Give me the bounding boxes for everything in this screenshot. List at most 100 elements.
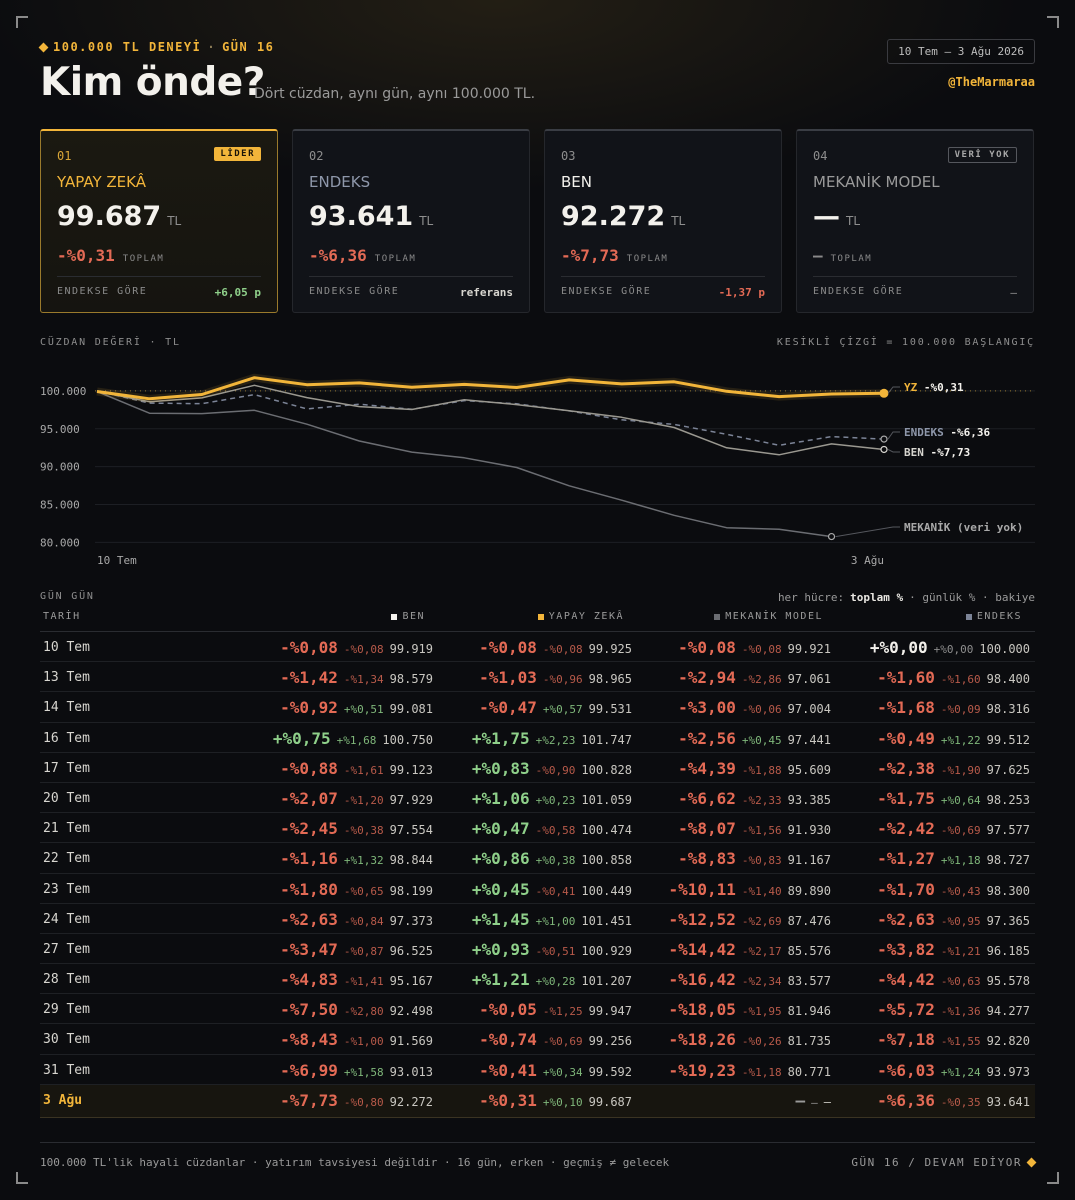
balance: 98.316: [986, 702, 1030, 717]
daily-pct: -%1,20: [343, 793, 384, 807]
daily-pct: -%0,51: [535, 944, 576, 958]
total-pct: -%4,39: [678, 758, 736, 778]
y-tick-label: 90.000: [40, 461, 80, 474]
card-total-change: -%0,31 TOPLAM: [57, 246, 164, 265]
row-cell: -%18,05 -%1,95 81.946: [668, 1000, 831, 1019]
total-pct: -%18,05: [668, 1000, 736, 1020]
table-section-label: GÜN GÜN: [40, 591, 95, 602]
balance: 99.687: [588, 1094, 632, 1109]
table-row: 27 Tem -%3,47 -%0,87 96.525 +%0,93 -%0,51 100.…: [40, 934, 1035, 965]
endeks-end-value: -%6,36: [950, 426, 990, 439]
balance: 95.167: [389, 974, 433, 989]
ben-end-label: BEN -%7,73: [904, 446, 970, 459]
ben-series-name: BEN: [904, 446, 924, 459]
balance: 99.592: [588, 1064, 632, 1079]
daily-pct: +%0,28: [535, 975, 576, 989]
row-cell: +%0,83 -%0,90 100.828: [472, 759, 632, 778]
daily-pct: +%1,68: [336, 733, 377, 747]
balance: 92.272: [389, 1094, 433, 1109]
card-unit: TL: [419, 214, 434, 228]
row-cell: -%4,83 -%1,41 95.167: [280, 970, 433, 989]
vs-value: +6,05 p: [214, 286, 261, 299]
balance: 101.747: [581, 732, 632, 747]
row-cell: +%1,75 +%2,23 101.747: [472, 729, 632, 748]
daily-pct: -%0,69: [940, 824, 981, 838]
legend-total: toplam %: [850, 591, 904, 604]
card-value: 99.687 TL: [57, 201, 181, 232]
daily-pct: -%1,41: [343, 975, 384, 989]
total-pct: -%1,60: [877, 668, 935, 688]
balance: 100.750: [382, 732, 433, 747]
table-row: 10 Tem -%0,08 -%0,08 99.919 -%0,08 -%0,08 99.9…: [40, 632, 1035, 663]
card-value-amount: 99.687: [57, 201, 162, 232]
table-row: 17 Tem -%0,88 -%1,61 99.123 +%0,83 -%0,90 100.…: [40, 753, 1035, 783]
table-row: 14 Tem -%0,92 +%0,51 99.081 -%0,47 +%0,57 99.5…: [40, 692, 1035, 723]
mekanik-end-label: MEKANİK (veri yok): [904, 520, 1023, 534]
row-cell: +%0,47 -%0,58 100.474: [472, 819, 632, 838]
daily-pct: -%0,08: [741, 643, 782, 656]
row-cell: -%3,00 -%0,06 97.004: [678, 698, 831, 717]
total-pct: -%2,38: [877, 758, 935, 778]
row-cell: -%0,92 +%0,51 99.081: [280, 698, 433, 717]
balance: 98.199: [389, 883, 433, 898]
row-cell: +%0,75 +%1,68 100.750: [273, 729, 433, 748]
row-cell: -%0,08 -%0,08 99.925: [479, 638, 632, 657]
row-cell: +%0,86 +%0,38 100.858: [472, 849, 632, 868]
yz-end-point: [879, 388, 889, 398]
row-cell: -%7,18 -%1,55 92.820: [877, 1030, 1030, 1049]
balance: 97.061: [787, 672, 831, 687]
wallet-card-me: 03 BEN 92.272 TL -%7,73 TOPLAM ENDEKSE GÖR…: [544, 129, 782, 313]
total-pct: -%3,82: [877, 939, 935, 959]
y-tick-label: 100.000: [40, 385, 86, 398]
row-cell: +%1,21 +%0,28 101.207: [472, 970, 632, 989]
author-handle[interactable]: @TheMarmaraa: [948, 75, 1035, 89]
card-vs-index: ENDEKSE GÖRE referans: [309, 286, 513, 299]
table-row: 23 Tem -%1,80 -%0,65 98.199 +%0,45 -%0,41 100.…: [40, 874, 1035, 904]
ben-label-leader: [887, 449, 900, 453]
balance: 99.081: [389, 702, 433, 717]
row-cell: -%12,52 -%2,69 87.476: [668, 910, 831, 929]
balance: 91.569: [389, 1034, 433, 1049]
page-title: Kim önde?: [40, 60, 265, 105]
row-cell: -%1,16 +%1,32 98.844: [280, 849, 433, 868]
balance: 99.512: [986, 732, 1030, 747]
square-icon: [391, 613, 398, 620]
diamond-icon: [1026, 1157, 1037, 1168]
leader-badge: LİDER: [214, 147, 261, 161]
kicker-separator: ·: [207, 40, 217, 54]
balance: 97.365: [986, 913, 1030, 928]
row-cell: -%2,94 -%2,86 97.061: [678, 668, 831, 687]
table-row: 24 Tem -%2,63 -%0,84 97.373 +%1,45 +%1,00 101.…: [40, 904, 1035, 934]
row-date: 23 Tem: [43, 881, 90, 897]
row-cell: +%0,93 -%0,51 100.929: [472, 940, 632, 959]
y-tick-label: 95.000: [40, 423, 80, 436]
row-cell: -%0,05 -%1,25 99.947: [479, 1000, 632, 1019]
row-cell: -%3,47 -%0,87 96.525: [280, 940, 433, 959]
card-pct: -%0,31: [57, 246, 115, 265]
vs-label: ENDEKSE GÖRE: [813, 286, 904, 297]
row-date: 14 Tem: [43, 700, 90, 716]
total-pct: -%2,07: [280, 788, 338, 808]
daily-pct: -%0,83: [741, 854, 782, 868]
page-subtitle: Dört cüzdan, aynı gün, aynı 100.000 TL.: [254, 86, 536, 102]
balance: 99.925: [588, 642, 632, 656]
balance: 97.373: [389, 913, 433, 928]
daily-pct: -%1,36: [940, 1005, 981, 1019]
balance: 99.921: [787, 642, 831, 656]
ben-end-point: [880, 445, 888, 454]
daily-pct: —: [811, 1095, 818, 1109]
row-date: 10 Tem: [43, 640, 90, 655]
total-pct: -%6,62: [678, 788, 736, 808]
card-value: 93.641 TL: [309, 201, 433, 232]
total-pct: -%6,99: [280, 1060, 338, 1080]
row-date: 16 Tem: [43, 730, 90, 746]
row-cell: -%6,99 +%1,58 93.013: [280, 1061, 433, 1080]
total-pct: -%0,92: [280, 698, 338, 718]
vs-label: ENDEKSE GÖRE: [309, 286, 400, 297]
daily-pct: -%0,65: [343, 884, 384, 898]
daily-pct: -%0,08: [542, 643, 583, 656]
daily-pct: -%0,69: [542, 1035, 583, 1049]
row-cell: -%0,08 -%0,08 99.921: [678, 638, 831, 657]
card-divider: [57, 276, 261, 277]
row-cell: -%1,60 -%1,60 98.400: [877, 668, 1030, 687]
